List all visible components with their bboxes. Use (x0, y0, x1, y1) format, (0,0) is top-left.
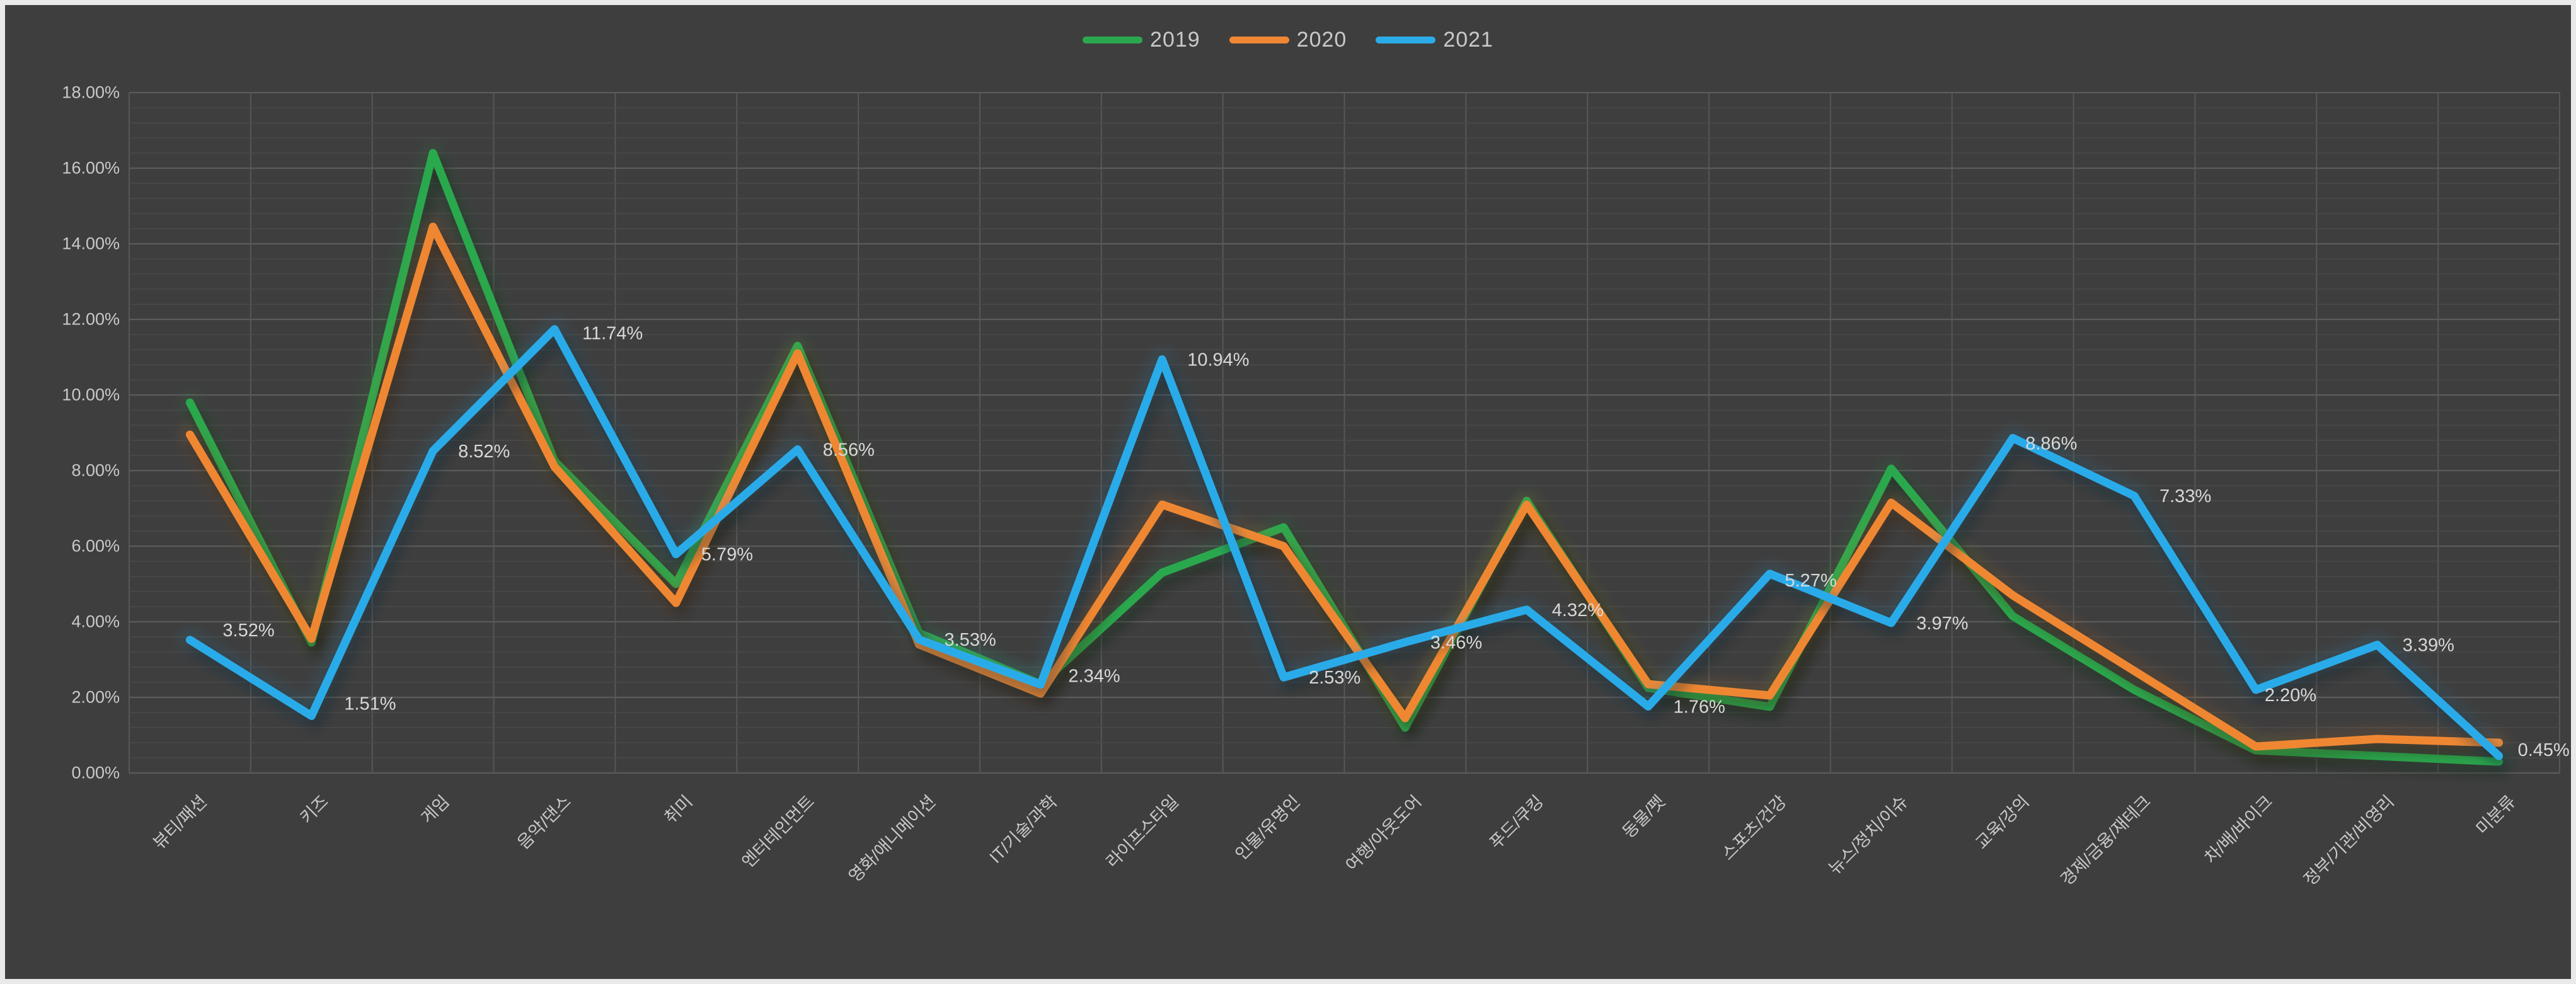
data-label: 3.39% (2403, 636, 2454, 656)
series-lines (180, 144, 2509, 771)
y-axis-tick-label: 8.00% (71, 461, 120, 480)
legend: 2019 2020 2021 (0, 28, 2576, 52)
legend-swatch-2020-icon (1229, 37, 1289, 43)
data-label: 7.33% (2159, 486, 2211, 506)
data-label: 2.34% (1068, 666, 1120, 687)
data-label: 5.27% (1785, 571, 1837, 591)
data-label: 1.51% (344, 694, 396, 714)
y-axis-tick-label: 14.00% (62, 234, 120, 253)
data-label: 0.45% (2518, 740, 2570, 760)
data-label: 4.32% (1552, 600, 1604, 621)
y-axis-tick-label: 2.00% (71, 687, 120, 707)
data-label: 11.74% (582, 324, 643, 344)
y-axis-tick-label: 10.00% (62, 385, 120, 404)
series-2020-line (185, 222, 2504, 751)
data-label: 3.97% (1916, 614, 1968, 634)
data-label: 10.94% (1187, 350, 1249, 370)
data-label: 2.53% (1309, 668, 1360, 688)
legend-label: 2021 (1443, 28, 1493, 52)
legend-item-2020: 2020 (1229, 28, 1347, 52)
legend-label: 2020 (1296, 28, 1347, 52)
y-axis-tick-label: 6.00% (71, 536, 120, 556)
data-labels: 3.52% 1.51% 8.52% 11.74% 5.79% 8.56% 3.53% 2.34… (222, 324, 2569, 760)
data-label: 3.53% (945, 630, 996, 650)
legend-item-2019: 2019 (1083, 28, 1200, 52)
data-label: 8.56% (823, 440, 875, 460)
legend-label: 2019 (1150, 28, 1200, 52)
data-label: 8.86% (2025, 433, 2077, 454)
data-label: 3.52% (222, 621, 274, 641)
legend-swatch-2019-icon (1083, 37, 1143, 43)
data-label: 8.52% (458, 442, 510, 462)
data-label: 1.76% (1674, 697, 1725, 717)
y-axis-tick-label: 0.00% (71, 763, 120, 782)
y-axis-tick-label: 12.00% (62, 309, 120, 329)
legend-item-2021: 2021 (1376, 28, 1493, 52)
series-2021-line (185, 325, 2504, 760)
data-label: 2.20% (2265, 685, 2316, 706)
data-label: 5.79% (701, 545, 753, 565)
legend-swatch-2021-icon (1376, 37, 1436, 43)
data-label: 3.46% (1430, 632, 1482, 653)
y-axis-tick-label: 4.00% (71, 612, 120, 631)
y-axis-tick-label: 16.00% (62, 158, 120, 178)
y-axis-tick-label: 18.00% (62, 83, 120, 102)
